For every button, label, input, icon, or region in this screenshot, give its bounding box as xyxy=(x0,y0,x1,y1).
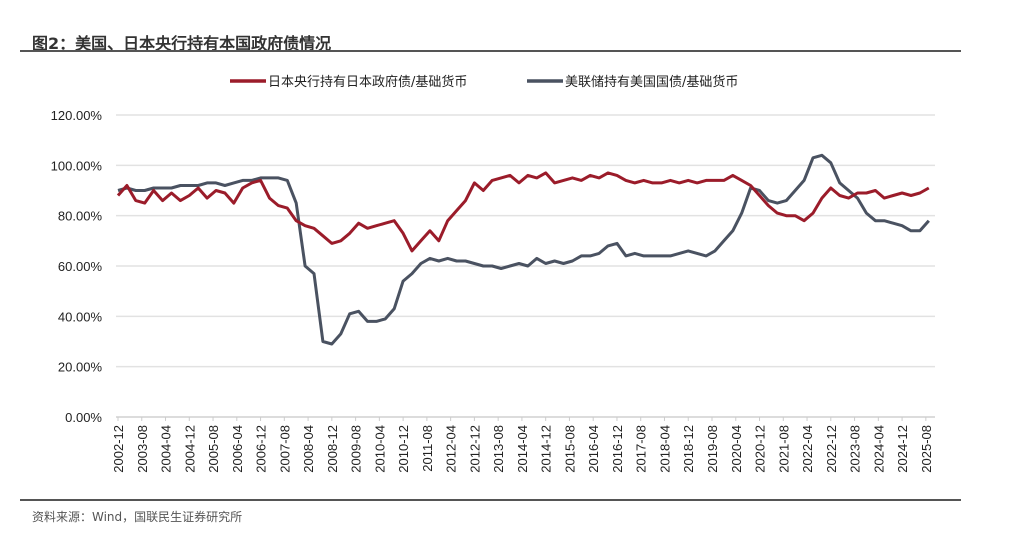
x-tick-label: 2007-08 xyxy=(277,425,292,473)
x-tick-label: 2009-08 xyxy=(349,425,364,473)
x-tick-label: 2013-08 xyxy=(491,425,506,473)
x-tick-label: 2017-08 xyxy=(634,425,649,473)
y-tick-label: 80.00% xyxy=(58,209,103,224)
x-tick-label: 2019-08 xyxy=(705,425,720,473)
x-tick-label: 2020-12 xyxy=(753,425,768,473)
x-tick-label: 2024-04 xyxy=(871,425,886,473)
x-tick-label: 2004-12 xyxy=(182,425,197,473)
x-tick-label: 2012-04 xyxy=(444,425,459,473)
x-tick-label: 2012-12 xyxy=(467,425,482,473)
x-tick-label: 2006-04 xyxy=(230,425,245,473)
footer-divider xyxy=(20,499,961,501)
x-tick-label: 2016-04 xyxy=(586,425,601,473)
x-tick-label: 2023-08 xyxy=(848,425,863,473)
y-tick-label: 0.00% xyxy=(65,410,102,425)
x-tick-label: 2002-12 xyxy=(111,425,126,473)
y-tick-label: 20.00% xyxy=(58,360,103,375)
figure-title: 图2：美国、日本央行持有本国政府债情况 xyxy=(32,34,332,53)
y-tick-label: 100.00% xyxy=(51,158,103,173)
series-line-1 xyxy=(117,153,930,346)
x-tick-label: 2014-12 xyxy=(539,425,554,473)
legend-label-1: 美联储持有美国国债/基础货币 xyxy=(565,74,738,90)
x-tick-label: 2010-12 xyxy=(396,425,411,473)
x-tick-label: 2006-12 xyxy=(254,425,269,473)
x-tick-label: 2022-12 xyxy=(824,425,839,473)
x-tick-label: 2010-04 xyxy=(372,425,387,473)
x-tick-label: 2016-12 xyxy=(610,425,625,473)
x-tick-label: 2014-04 xyxy=(515,425,530,473)
x-tick-label: 2018-12 xyxy=(681,425,696,473)
x-tick-label: 2020-04 xyxy=(729,425,744,473)
y-tick-label: 40.00% xyxy=(58,309,103,324)
x-tick-label: 2022-04 xyxy=(800,425,815,473)
title-divider xyxy=(20,50,961,52)
x-tick-label: 2003-08 xyxy=(135,425,150,473)
y-tick-label: 60.00% xyxy=(58,259,103,274)
x-tick-label: 2011-08 xyxy=(420,425,435,472)
x-tick-label: 2004-04 xyxy=(159,425,174,473)
x-tick-label: 2008-12 xyxy=(325,425,340,473)
x-tick-label: 2008-04 xyxy=(301,425,316,473)
x-tick-label: 2015-08 xyxy=(562,425,577,473)
x-tick-label: 2025-08 xyxy=(919,425,934,473)
x-tick-label: 2018-04 xyxy=(657,425,672,473)
y-tick-label: 120.00% xyxy=(51,108,103,123)
source-note: 资料来源：Wind，国联民生证券研究所 xyxy=(32,510,243,524)
x-tick-label: 2024-12 xyxy=(895,425,910,473)
legend-label-0: 日本央行持有日本政府债/基础货币 xyxy=(268,74,467,90)
x-tick-label: 2005-08 xyxy=(206,425,221,473)
series-line-0 xyxy=(116,171,930,253)
x-tick-label: 2021-08 xyxy=(776,425,791,473)
